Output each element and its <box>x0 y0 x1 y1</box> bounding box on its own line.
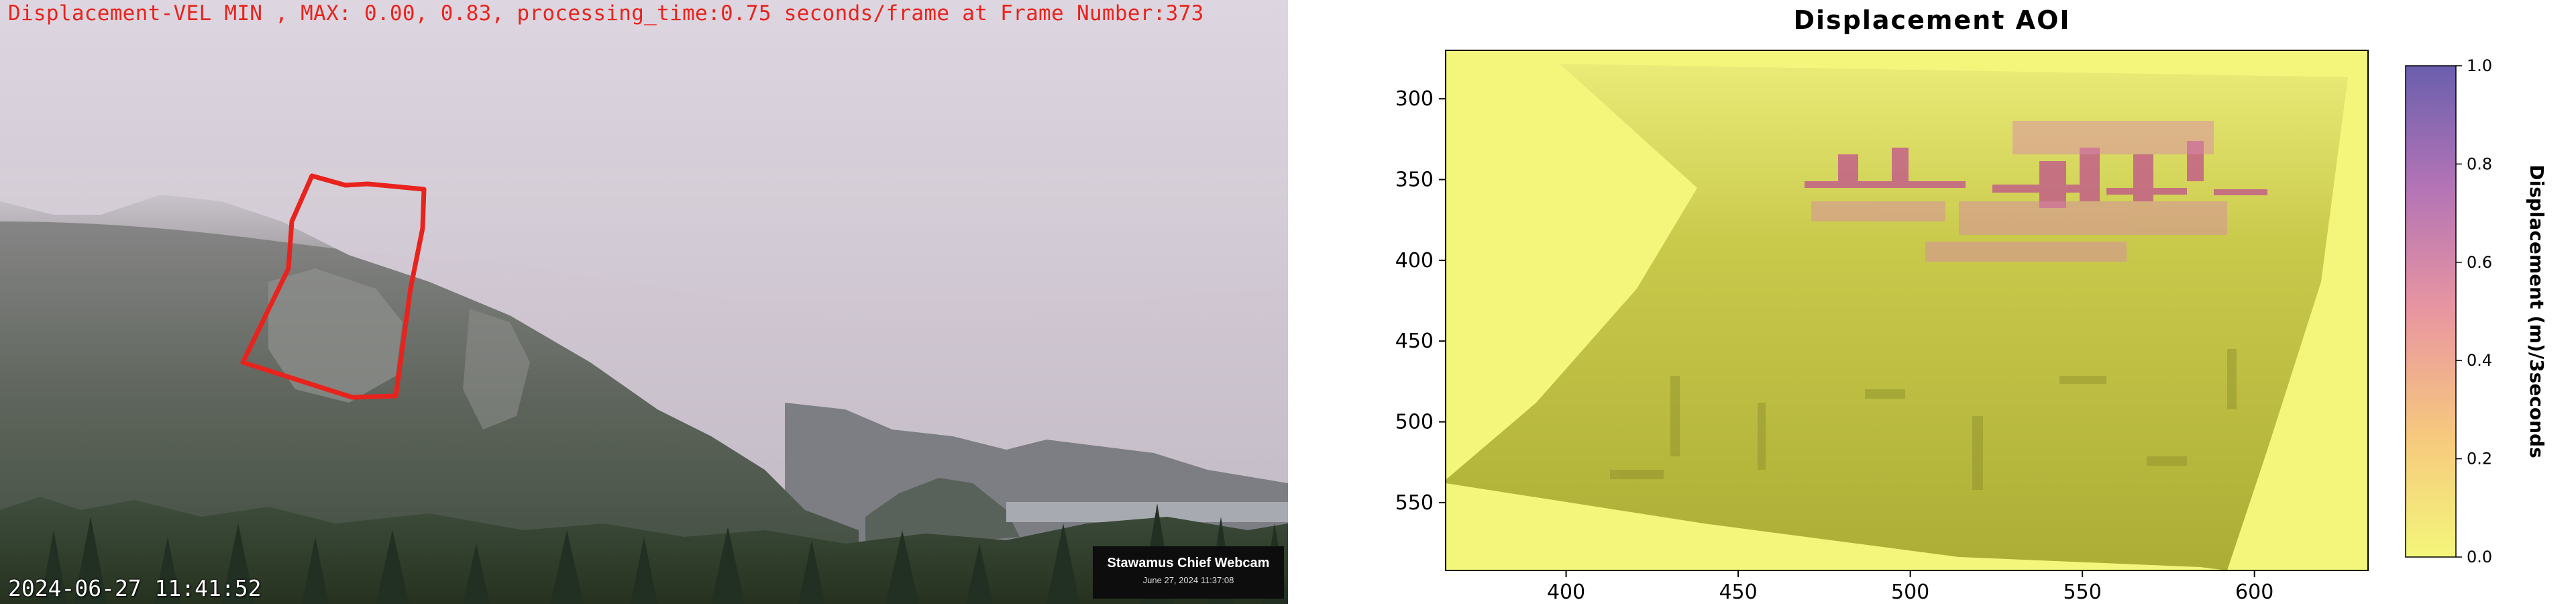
colorbar <box>2405 65 2457 558</box>
x-axis: 400 450 500 550 600 <box>1547 570 2273 604</box>
webcam-frame: Displacement-VEL MIN , MAX: 0.00, 0.83, … <box>0 0 1288 604</box>
plot-frame <box>1445 50 2369 571</box>
colorbar-tick-label: 1.0 <box>2467 56 2492 75</box>
colorbar-ticks: 0.0 0.2 0.4 0.6 0.8 1.0 <box>2456 56 2492 566</box>
x-tick-label: 600 <box>2235 581 2273 604</box>
y-tick-label: 450 <box>1395 330 1434 353</box>
x-tick-label: 400 <box>1547 581 1585 604</box>
x-tick-label: 500 <box>1891 581 1929 604</box>
colorbar-tick-label: 0.2 <box>2467 450 2492 468</box>
camera-name: Stawamus Chief Webcam <box>1107 556 1270 570</box>
colorbar-tick-label: 0.4 <box>2467 351 2492 370</box>
y-tick-label: 400 <box>1395 249 1434 272</box>
y-tick-label: 350 <box>1395 168 1434 192</box>
y-tick-label: 500 <box>1395 411 1434 434</box>
camera-label: Stawamus Chief Webcam June 27, 2024 11:3… <box>1093 546 1284 599</box>
colorbar-tick-label: 0.0 <box>2467 548 2492 566</box>
colorbar-tick-label: 0.8 <box>2467 154 2492 173</box>
y-tick-label: 550 <box>1395 491 1434 515</box>
x-tick-label: 450 <box>1719 581 1757 604</box>
y-axis: 300 350 400 450 500 550 <box>1395 87 1446 515</box>
colorbar-tick-label: 0.6 <box>2467 253 2492 272</box>
displacement-chart: Displacement AOI <box>1288 0 2576 604</box>
camera-date: June 27, 2024 11:37:08 <box>1142 575 1234 585</box>
chart-title: Displacement AOI <box>1793 5 2071 35</box>
x-tick-label: 550 <box>2063 581 2102 604</box>
colorbar-label: Displacement (m)/3seconds <box>2526 164 2548 458</box>
heatmap-image <box>1446 50 2368 570</box>
frame-timestamp: 2024-06-27 11:41:52 <box>8 575 262 601</box>
overlay-title: Displacement-VEL MIN , MAX: 0.00, 0.83, … <box>8 1 1204 26</box>
mountain-scene <box>0 0 1288 604</box>
roi-outline <box>240 173 427 400</box>
y-tick-label: 300 <box>1395 87 1434 111</box>
